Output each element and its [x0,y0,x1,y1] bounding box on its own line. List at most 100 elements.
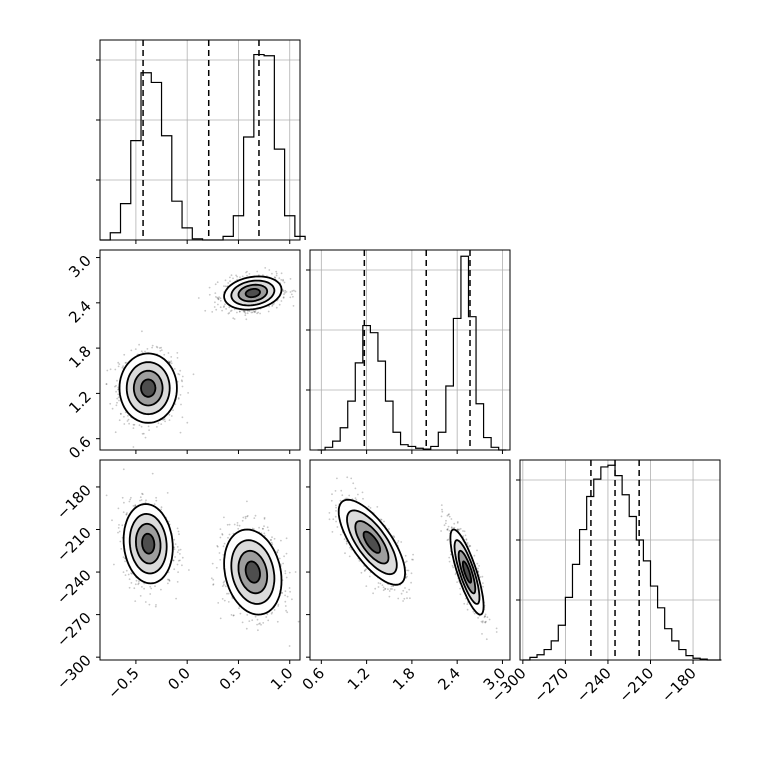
sample-point [380,518,382,521]
sample-point [411,558,413,561]
sample-point [457,529,460,532]
sample-point [388,595,391,598]
sample-point [138,580,140,583]
sample-point [177,373,180,375]
sample-point [162,418,165,421]
sample-point [156,346,159,349]
sample-point [233,308,236,311]
sample-point [294,290,297,293]
sample-point [138,424,141,427]
sample-point [346,476,349,479]
sample-point [128,586,131,589]
sample-point [117,507,120,510]
sample-point [160,508,163,511]
sample-point [408,588,411,591]
sample-point [281,592,284,594]
sample-point [236,524,239,527]
sample-point [331,493,333,496]
sample-point [273,609,276,611]
sample-point [267,619,270,622]
sample-point [275,274,278,277]
sample-point [130,496,132,499]
sample-point [396,542,399,544]
sample-point [283,281,286,284]
sample-point [330,499,333,502]
sample-point [228,306,231,309]
sample-point [132,423,135,426]
sample-point [218,552,221,554]
contour-line [230,539,276,605]
sample-point [164,420,167,423]
sample-point [139,595,142,597]
sample-point [271,303,274,306]
sample-point [331,531,334,533]
contour-line [125,361,171,416]
sample-point [118,399,120,402]
sample-point [297,620,300,623]
contour-line [244,288,261,299]
sample-point [410,581,412,584]
sample-point [273,302,275,305]
sample-point [172,409,174,412]
sample-point [282,278,284,281]
sample-point [275,306,278,309]
sample-point [459,593,462,596]
sample-point [288,587,291,589]
sample-point [285,291,288,293]
sample-point [114,431,117,434]
sample-point [233,523,236,526]
sample-point [284,605,287,607]
sample-point [446,528,449,531]
sample-point [289,296,292,299]
sample-point [289,278,292,280]
sample-point [180,379,183,382]
sample-point [405,576,408,579]
sample-point [374,587,377,590]
sample-point [280,539,282,542]
sample-point [229,310,232,312]
sample-point [174,543,177,545]
sample-point [280,272,283,275]
sample-point [238,310,241,313]
sample-point [404,587,406,589]
sample-point [224,285,227,288]
sample-point [288,645,291,647]
sample-point [217,602,220,604]
sample-point [387,588,389,591]
sample-point [211,562,214,565]
sample-point [266,613,269,616]
sample-point [412,558,414,561]
sample-point [245,271,247,274]
sample-point [177,398,180,400]
sample-point [210,577,213,580]
sample-point [131,572,133,575]
sample-point [155,499,158,502]
sample-point [292,295,294,298]
sample-point [260,623,262,626]
sample-point [222,581,225,584]
sample-point [262,622,265,624]
sample-point [393,536,396,539]
sample-point [105,494,108,497]
sample-point [120,548,123,550]
sample-point [117,388,119,391]
sample-point [122,468,125,471]
sample-point [141,493,144,496]
sample-point [168,520,170,523]
contour-line [128,512,168,575]
sample-point [397,540,400,542]
sample-point [246,312,249,315]
sample-point [232,277,234,280]
density-fill [142,533,155,554]
sample-point [275,270,278,273]
sample-point [177,530,180,533]
sample-point [284,572,287,575]
sample-point [130,349,133,352]
sample-point [464,534,467,537]
sample-point [276,550,279,553]
sample-point [109,368,112,371]
contour-line [122,503,174,585]
sample-point [334,515,337,518]
sample-point [253,310,256,313]
sample-point [263,525,265,528]
